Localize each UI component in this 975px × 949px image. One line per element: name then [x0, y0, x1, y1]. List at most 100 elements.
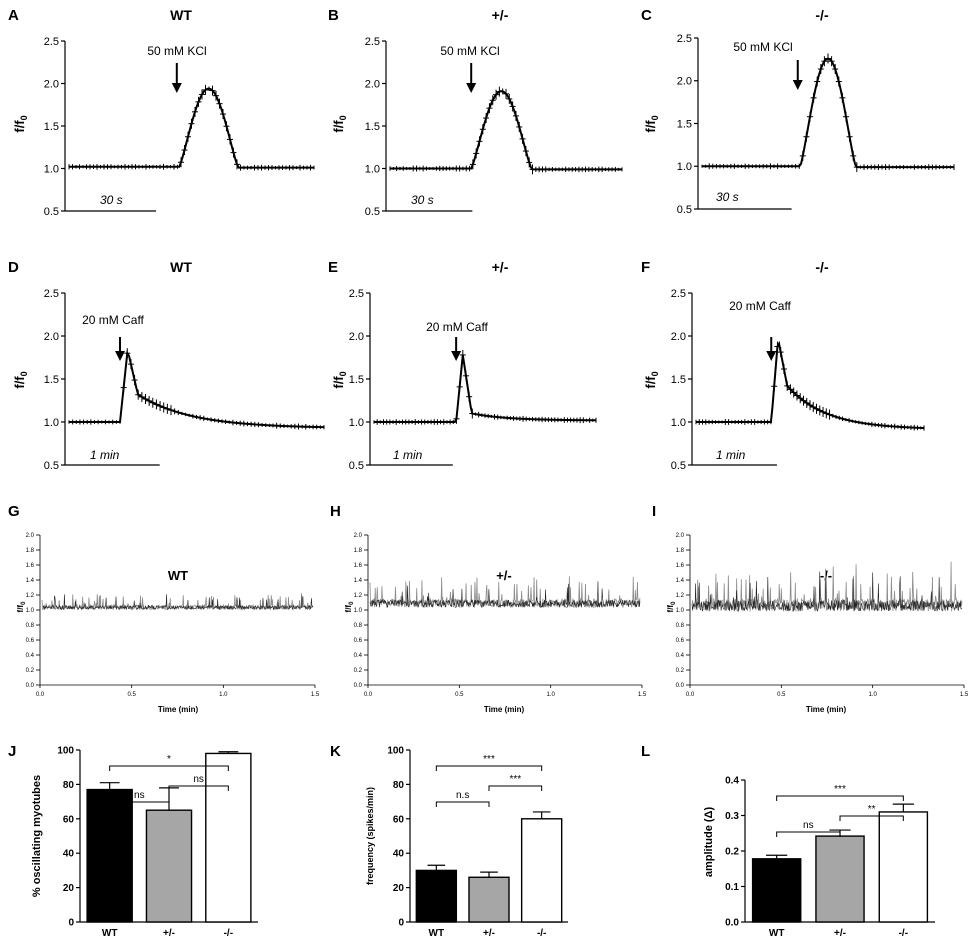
- panel-f-ytick-label: 1.5: [671, 374, 686, 386]
- panel-b-ytick-label: 2.0: [365, 78, 380, 90]
- panel-e-ytick-label: 1.5: [349, 374, 364, 386]
- panel-d-ytick-label: 2.0: [44, 331, 59, 343]
- panel-g-xtick-label: 0.5: [127, 692, 136, 698]
- panel-k-bracket: [435, 765, 543, 771]
- panel-j-bracket: [168, 785, 229, 791]
- panel-k-ytick-label: 80: [393, 780, 405, 791]
- panel-b-arrow-head: [466, 83, 477, 93]
- panel-l-ytick-label: 0.0: [725, 918, 739, 929]
- panel-h-ytick-label: 0.6: [354, 638, 363, 644]
- svg-text:f/f0: f/f0: [643, 371, 660, 388]
- panel-e-scalebar-label: 1 min: [393, 448, 423, 462]
- panel-d-ytick-label: 1.5: [44, 374, 59, 386]
- panel-h-ytick-label: 0.4: [354, 653, 363, 659]
- panel-e-annotation: 20 mM Caff: [426, 320, 488, 334]
- panel-c-ytick-label: 2.0: [677, 76, 692, 88]
- panel-k-xtick-label: WT: [429, 928, 445, 939]
- panel-g-ytick-label: 1.8: [26, 548, 35, 554]
- panel-l-bracket: [776, 831, 841, 837]
- panel-a-ytick-label: 2.0: [44, 78, 59, 90]
- panel-k-bracket-label: ***: [483, 754, 495, 765]
- panel-g-ytick-label: 1.6: [26, 563, 35, 569]
- panel-d-title: WT: [170, 259, 192, 275]
- panel-l: L amplitude (Δ) 0.0 0.1 0.2 0.3 0.4 WT +/- -/- *…: [641, 743, 935, 939]
- panel-l-ylabel: amplitude (Δ): [703, 807, 715, 878]
- panel-c-annotation: 50 mM KCl: [733, 40, 792, 54]
- panel-k-bar-3: [520, 818, 563, 923]
- panel-a-ytick-label: 1.0: [44, 163, 59, 175]
- svg-text:frequency (spikes/min): frequency (spikes/min): [365, 787, 375, 885]
- panel-i-xtick-label: 1.5: [960, 692, 969, 698]
- panel-f-trace: [696, 340, 925, 430]
- panel-k-xtick-label: -/-: [537, 928, 546, 939]
- panel-letter-h: H: [330, 503, 341, 520]
- panel-h-ytick-label: 2.0: [354, 533, 363, 539]
- panel-c-ytick-label: 0.5: [677, 204, 692, 216]
- panel-f-ytick-label: 2.5: [671, 288, 686, 300]
- panel-k-ytick-label: 0: [398, 918, 404, 929]
- svg-text:f/f0: f/f0: [643, 115, 660, 132]
- svg-text:f/f0: f/f0: [12, 115, 29, 132]
- panel-h-ylabel: f/f0: [344, 601, 355, 613]
- panel-e-title: +/-: [492, 259, 509, 275]
- panel-e-ylabel: f/f0: [331, 371, 348, 388]
- panel-k-ytick-label: 60: [393, 814, 405, 825]
- panel-k-bar-2: [468, 876, 510, 923]
- panel-letter-j: J: [8, 743, 16, 760]
- panel-e-ytick-label: 1.0: [349, 417, 364, 429]
- panel-g-ytick-label: 1.4: [26, 578, 35, 584]
- panel-j-bar-2: [145, 809, 193, 923]
- panel-g-xlabel: Time (min): [158, 705, 199, 714]
- panel-k-bracket-label: n.s: [456, 790, 469, 801]
- svg-text:f/f0: f/f0: [331, 371, 348, 388]
- panel-letter-l: L: [641, 743, 650, 760]
- panel-b-scalebar-label: 30 s: [411, 193, 434, 207]
- svg-text:f/f0: f/f0: [344, 601, 355, 613]
- svg-text:% oscillating myotubes: % oscillating myotubes: [31, 775, 43, 897]
- panel-b: B +/- 50 mM KCl f/f0 30 s 0.5 1.0 1.5 2.0 2.…: [328, 7, 623, 218]
- panel-b-plot: 0.5 1.0 1.5 2.0 2.5: [365, 36, 623, 218]
- panel-g-ytick-label: 0.8: [26, 623, 35, 629]
- panel-g: G WT f/f0 Time (min) 0.0 0.2 0.4 0.6 0.8 1.0 1…: [8, 503, 320, 714]
- panel-g-trace-black: [41, 594, 314, 611]
- panel-j-plot: 0 20 40 60 80 100 WT +/- -/- * ns ns: [57, 746, 258, 939]
- panel-i: I -/- f/f0 Time (min) 0.0 0.2 0.4 0.6 0.8 1.0…: [652, 503, 969, 714]
- panel-h-xtick-label: 0.0: [364, 692, 373, 698]
- panel-l-xtick-label: -/-: [899, 928, 908, 939]
- panel-b-title: +/-: [492, 7, 509, 23]
- panel-j-bracket-label: *: [167, 754, 171, 765]
- panel-j-xtick-label: -/-: [224, 928, 233, 939]
- panel-h-ytick-label: 0.2: [354, 668, 363, 674]
- panel-i-ytick-label: 0.2: [676, 668, 685, 674]
- panel-k-bracket: [488, 785, 543, 791]
- panel-h-ytick-label: 0.8: [354, 623, 363, 629]
- panel-letter-e: E: [328, 259, 338, 276]
- panel-l-bracket-label: **: [868, 804, 876, 815]
- panel-e-trace: [374, 354, 597, 423]
- panel-c-ytick-label: 1.5: [677, 118, 692, 130]
- panel-i-ytick-label: 0.0: [676, 683, 685, 689]
- panel-d-scalebar-label: 1 min: [90, 448, 120, 462]
- panel-d-arrow-head: [115, 351, 125, 361]
- panel-l-bracket: [839, 815, 904, 821]
- panel-l-xtick-label: +/-: [834, 928, 846, 939]
- panel-j-bar-3: [205, 752, 252, 923]
- panel-a-title: WT: [170, 7, 192, 23]
- panel-f-ylabel: f/f0: [643, 371, 660, 388]
- panel-d-ytick-label: 1.0: [44, 417, 59, 429]
- panel-h-ytick-label: 1.6: [354, 563, 363, 569]
- panel-k-bracket-label: ***: [509, 774, 521, 785]
- panel-letter-i: I: [652, 503, 656, 520]
- panel-e-plot: 0.5 1.0 1.5 2.0 2.5: [349, 288, 597, 472]
- panel-c-trace: [702, 57, 954, 169]
- panel-i-plot: 0.0 0.2 0.4 0.6 0.8 1.0 1.2 1.4 1.6 1.8 2.0 0.0 0.5 1…: [676, 533, 969, 698]
- panel-i-ytick-label: 0.8: [676, 623, 685, 629]
- panel-k: K frequency (spikes/min) 0 20 40 60 80 100 WT +…: [330, 743, 568, 939]
- panel-b-ytick-label: 0.5: [365, 206, 380, 218]
- svg-text:f/f0: f/f0: [666, 601, 677, 613]
- panel-b-annotation: 50 mM KCl: [440, 44, 499, 58]
- panel-k-ytick-label: 20: [393, 883, 405, 894]
- panel-a: A WT 50 mM KCl f/f0 30 s 0.5 1.0 1.5 2.0 2.5: [8, 7, 315, 218]
- panel-i-xlabel: Time (min): [806, 705, 847, 714]
- panel-j-bracket-label: ns: [134, 790, 145, 801]
